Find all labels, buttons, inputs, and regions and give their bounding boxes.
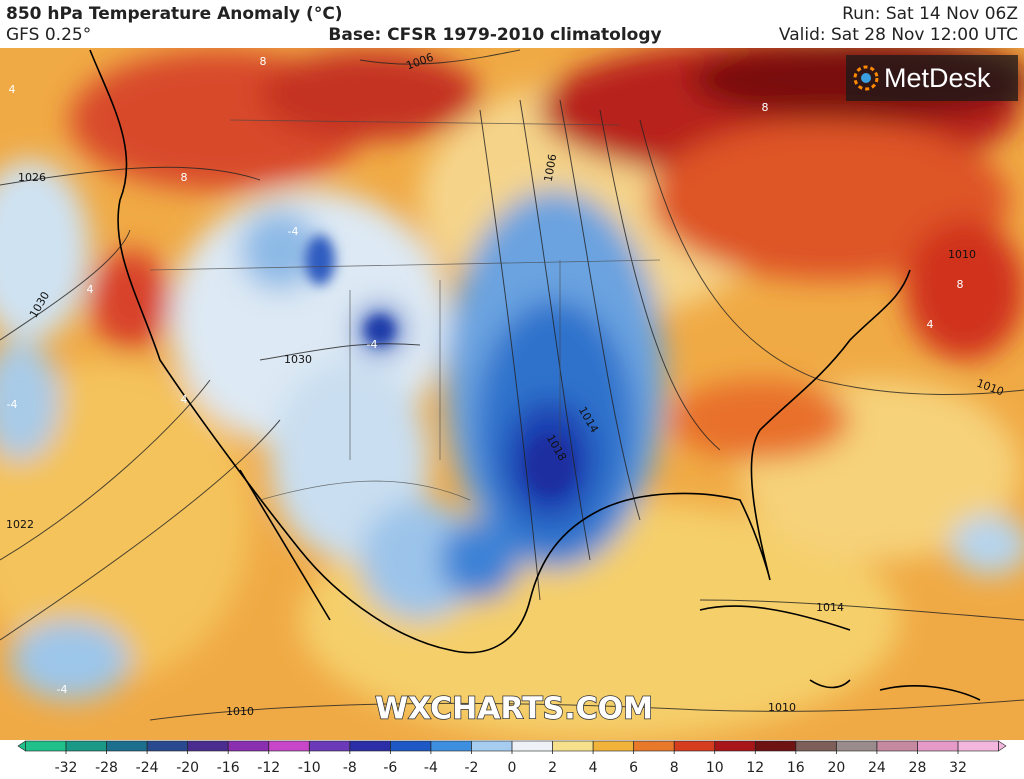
colorbar-tick-label: 10 xyxy=(706,760,724,776)
anomaly-label: -4 xyxy=(7,398,18,411)
colorbar: -32 -28 -24 -20 -16 -12 -10 -8 -6 -4 -2 0 2 4 6 8 10 12 16… xyxy=(17,740,1007,776)
colorbar-segment xyxy=(755,741,797,751)
colorbar-tick-label: 8 xyxy=(670,760,679,776)
colorbar-segment xyxy=(309,741,351,751)
colorbar-tick-label: -10 xyxy=(298,760,321,776)
colorbar-segment xyxy=(593,741,635,751)
anomaly-label: -4 xyxy=(288,225,299,238)
colorbar-tick-label: -2 xyxy=(464,760,478,776)
logo-icon xyxy=(853,65,879,91)
colorbar-segment xyxy=(228,741,270,751)
colorbar-segment xyxy=(147,741,189,751)
colorbar-segment xyxy=(836,741,878,751)
anomaly-label: 8 xyxy=(762,101,769,114)
colorbar-segment xyxy=(106,741,148,751)
colorbar-segment xyxy=(917,741,959,751)
colorbar-tick-label: 12 xyxy=(746,760,764,776)
colorbar-tick-label: -20 xyxy=(176,760,199,776)
colorbar-tick-label: -28 xyxy=(95,760,118,776)
colorbar-end xyxy=(998,740,1007,752)
anomaly-label: -4 xyxy=(57,683,68,696)
map: 1026 1030 1030 1022 1010 1010 1010 1006 … xyxy=(0,48,1024,740)
anomaly-label: 8 xyxy=(957,278,964,291)
colorbar-tick-label: 6 xyxy=(629,760,638,776)
colorbar-tick-label: -16 xyxy=(217,760,240,776)
isobar-label: 1010 xyxy=(948,248,976,261)
colorbar-tick-label: -6 xyxy=(383,760,397,776)
colorbar-segment xyxy=(512,741,554,751)
colorbar-tick-label: -8 xyxy=(343,760,357,776)
colorbar-segment xyxy=(187,741,229,751)
colorbar-tick-label: 32 xyxy=(949,760,967,776)
logo-text[interactable]: MetDesk xyxy=(884,63,991,93)
colorbar-segment xyxy=(268,741,310,751)
colorbar-end xyxy=(17,740,26,752)
colorbar-tick-label: -12 xyxy=(257,760,280,776)
anomaly-label: 8 xyxy=(260,55,267,68)
colorbar-tick-label: 2 xyxy=(548,760,557,776)
watermark: WXCHARTS.COM xyxy=(375,692,653,727)
anomaly-label: 4 xyxy=(181,393,188,406)
colorbar-tick-label: 20 xyxy=(827,760,845,776)
isobar-label: 1010 xyxy=(226,705,254,718)
anomaly-label: 4 xyxy=(927,318,934,331)
isobar-label: 1010 xyxy=(768,701,796,714)
colorbar-tick-label: 4 xyxy=(589,760,598,776)
colorbar-segment xyxy=(795,741,837,751)
isobar-label: 1014 xyxy=(816,601,844,614)
anomaly-label: 4 xyxy=(9,83,16,96)
anomaly-label: 8 xyxy=(181,171,188,184)
isobar-label: 1026 xyxy=(18,171,46,184)
colorbar-tick-label: -24 xyxy=(136,760,159,776)
isobar-label: 1022 xyxy=(6,518,34,531)
colorbar-tick-label: 28 xyxy=(909,760,927,776)
colorbar-segment xyxy=(552,741,594,751)
model: GFS 0.25° xyxy=(6,25,91,45)
colorbar-segment xyxy=(958,741,999,751)
anomaly-label: 4 xyxy=(87,283,94,296)
colorbar-segment xyxy=(674,741,716,751)
colorbar-segment xyxy=(633,741,675,751)
colorbar-tick-label: 0 xyxy=(508,760,517,776)
logo-box xyxy=(846,55,1018,101)
colorbar-segment xyxy=(66,741,108,751)
title: 850 hPa Temperature Anomaly (°C) xyxy=(6,4,343,24)
isobar-label: 1006 xyxy=(542,153,560,183)
colorbar-segment xyxy=(430,741,472,751)
colorbar-segment xyxy=(349,741,391,751)
colorbar-tick-label: 16 xyxy=(787,760,805,776)
colorbar-segment xyxy=(876,741,918,751)
anomaly-label: -4 xyxy=(367,338,378,351)
colorbar-segment xyxy=(714,741,756,751)
colorbar-tick-label: 24 xyxy=(868,760,886,776)
run: Run: Sat 14 Nov 06Z xyxy=(842,4,1018,24)
colorbar-tick-label: -32 xyxy=(55,760,78,776)
base: Base: CFSR 1979-2010 climatology xyxy=(328,25,661,45)
colorbar-segment xyxy=(390,741,432,751)
isobar-label: 1030 xyxy=(284,353,312,366)
colorbar-segment xyxy=(25,741,67,751)
valid: Valid: Sat 28 Nov 12:00 UTC xyxy=(779,25,1018,45)
colorbar-tick-label: -4 xyxy=(424,760,438,776)
colorbar-segment xyxy=(471,741,513,751)
